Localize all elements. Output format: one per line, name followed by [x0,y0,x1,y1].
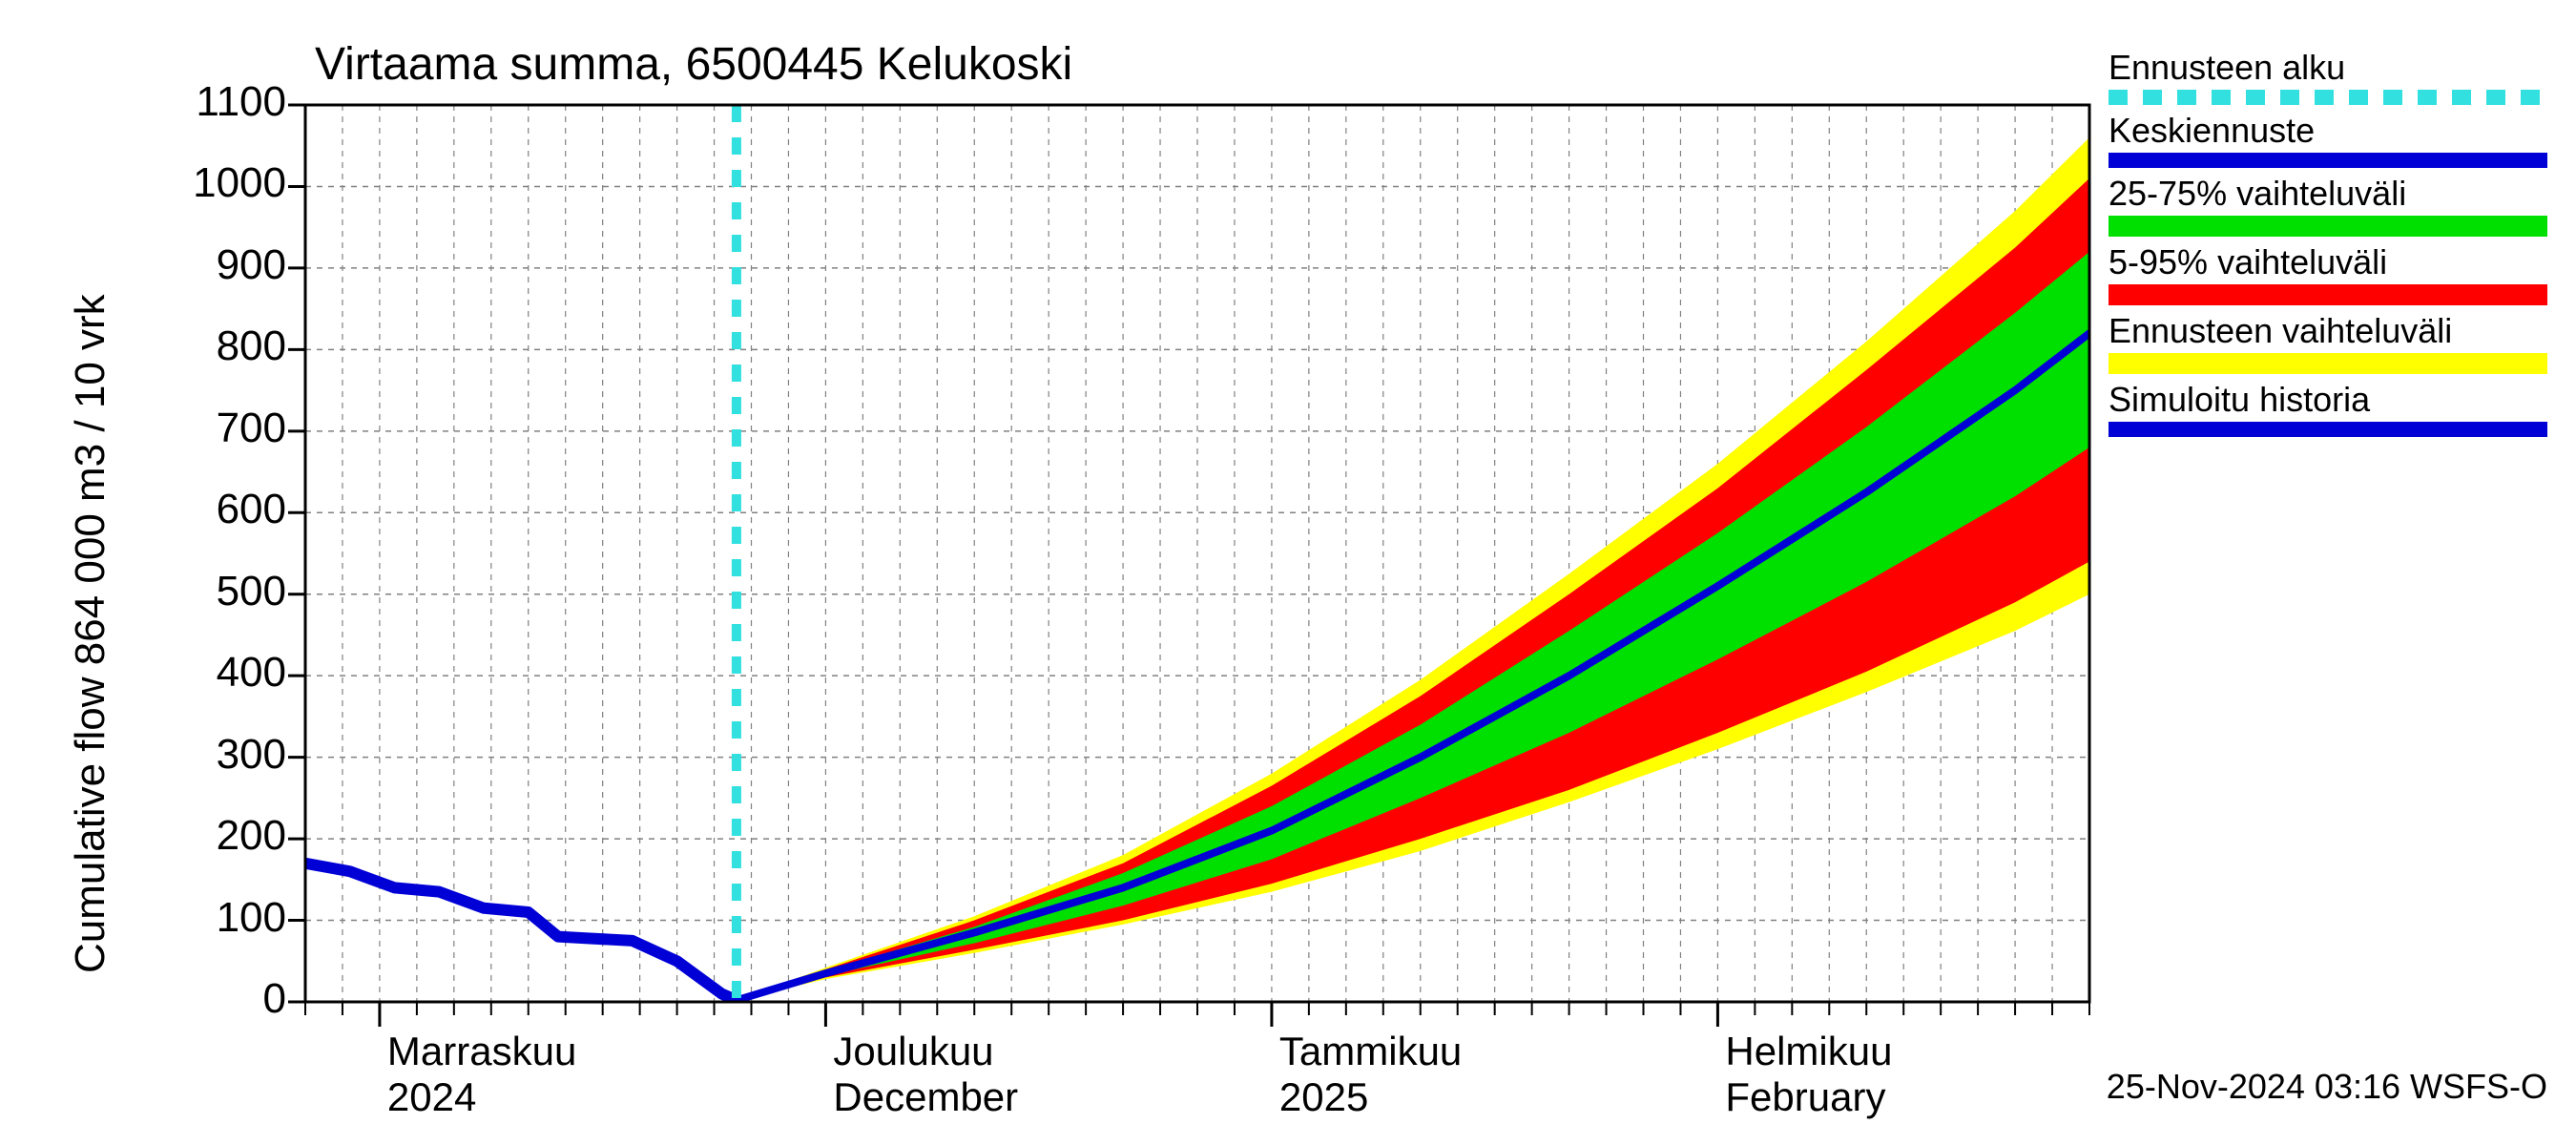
y-tick-label: 800 [153,323,286,370]
legend-swatch [2109,422,2547,437]
legend-label: 25-75% vaihteluväli [2109,174,2547,214]
x-tick-label: Tammikuu2025 [1279,1029,1462,1121]
y-tick-label: 600 [153,486,286,533]
legend-swatch [2109,90,2547,105]
y-tick-label: 700 [153,405,286,452]
legend-item: Simuloitu historia [2109,380,2547,437]
y-tick-label: 900 [153,241,286,289]
y-tick-label: 100 [153,894,286,942]
legend-label: Keskiennuste [2109,111,2547,151]
legend: Ennusteen alku Keskiennuste 25-75% vaihtel… [2109,48,2547,443]
legend-label: Ennusteen alku [2109,48,2547,88]
legend-item: Keskiennuste [2109,111,2547,168]
legend-swatch [2109,153,2547,168]
legend-item: 5-95% vaihteluväli [2109,242,2547,305]
y-tick-label: 200 [153,812,286,860]
y-tick-label: 400 [153,649,286,697]
y-tick-label: 0 [153,975,286,1023]
footer-timestamp: 25-Nov-2024 03:16 WSFS-O [2107,1067,2547,1107]
y-tick-label: 1100 [153,78,286,126]
y-tick-label: 300 [153,731,286,779]
legend-swatch [2109,284,2547,305]
legend-swatch [2109,353,2547,374]
y-tick-label: 1000 [153,159,286,207]
legend-swatch [2109,216,2547,237]
y-axis-label: Cumulative flow 864 000 m3 / 10 vrk [67,294,114,973]
x-tick-label: HelmikuuFebruary [1725,1029,1892,1121]
legend-item: 25-75% vaihteluväli [2109,174,2547,237]
x-tick-label: JoulukuuDecember [833,1029,1018,1121]
legend-label: 5-95% vaihteluväli [2109,242,2547,282]
legend-label: Ennusteen vaihteluväli [2109,311,2547,351]
legend-item: Ennusteen alku [2109,48,2547,105]
y-tick-label: 500 [153,568,286,615]
chart-title: Virtaama summa, 6500445 Kelukoski [315,38,1072,91]
x-tick-label: Marraskuu2024 [387,1029,576,1121]
legend-item: Ennusteen vaihteluväli [2109,311,2547,374]
legend-label: Simuloitu historia [2109,380,2547,420]
